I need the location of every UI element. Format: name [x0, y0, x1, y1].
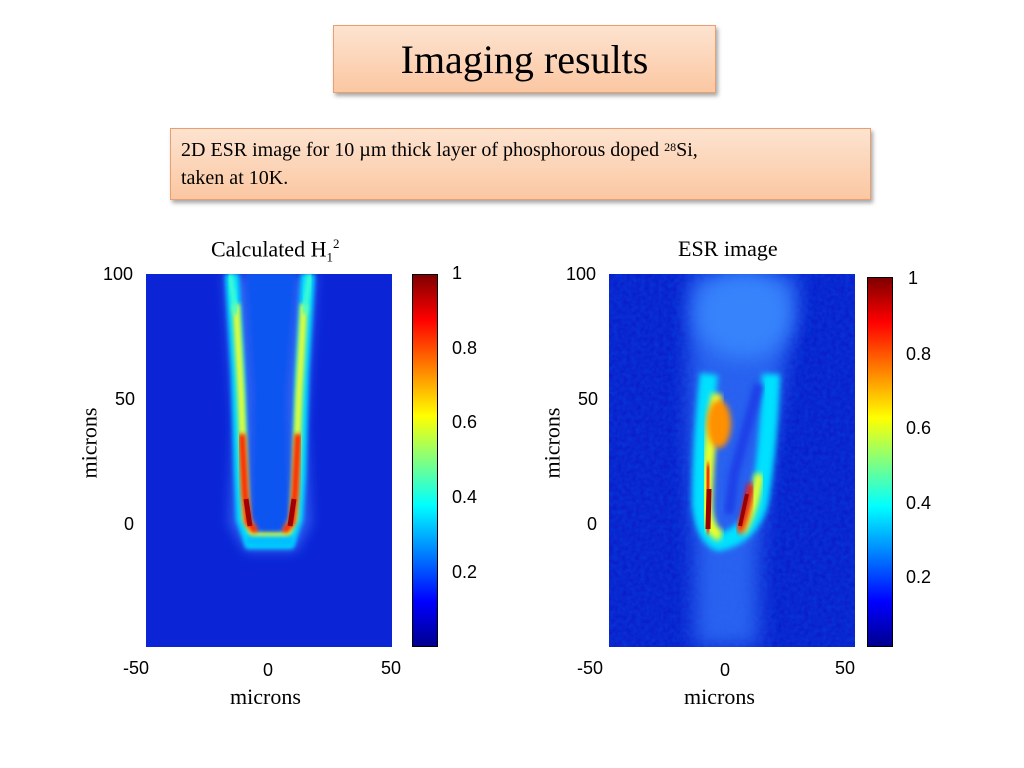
left-ytick-50: 50: [115, 389, 136, 409]
left-cbar-tick-04: 0.4: [452, 487, 478, 507]
left-title-sup: 2: [332, 236, 340, 251]
caption-tail: Si,: [676, 139, 698, 161]
left-heatmap: [146, 274, 392, 647]
left-xlabel: microns: [230, 684, 301, 709]
caption-line2: taken at 10K.: [181, 167, 289, 189]
right-panel-title: ESR image: [678, 236, 778, 261]
right-cbar-tick-08: 0.8: [906, 344, 932, 364]
caption-line1: 2D ESR image for 10 µm thick layer of ph…: [181, 139, 665, 161]
right-xtick-neg50: -50: [577, 658, 604, 678]
left-ytick-100: 100: [103, 264, 134, 284]
right-cbar-tick-02: 0.2: [906, 567, 932, 587]
right-ytick-100: 100: [566, 264, 597, 284]
left-title-main: Calculated H: [211, 236, 327, 262]
left-xtick-0: 0: [263, 660, 274, 680]
left-cbar-tick-1: 1: [452, 263, 463, 283]
caption-box: 2D ESR image for 10 µm thick layer of ph…: [170, 128, 871, 200]
right-cbar-tick-1: 1: [908, 268, 919, 288]
right-ytick-50: 50: [578, 389, 599, 409]
right-xtick-0: 0: [720, 660, 731, 680]
right-heatmap: [609, 274, 855, 647]
left-ytick-0: 0: [124, 514, 135, 534]
right-colorbar: [867, 277, 893, 647]
left-xtick-50: 50: [381, 658, 402, 678]
left-cbar-tick-08: 0.8: [452, 338, 478, 358]
slide-title: Imaging results: [333, 25, 716, 93]
right-cbar-tick-06: 0.6: [906, 418, 932, 438]
right-ylabel: microns: [539, 407, 565, 479]
caption-superscript: 28: [664, 140, 677, 154]
left-xtick-neg50: -50: [123, 658, 150, 678]
left-colorbar: [412, 274, 438, 647]
right-ytick-0: 0: [587, 514, 598, 534]
left-ylabel: microns: [76, 407, 102, 479]
right-xtick-50: 50: [835, 658, 856, 678]
right-xlabel: microns: [684, 684, 755, 709]
left-title-sub: 1: [326, 249, 333, 265]
left-cbar-tick-06: 0.6: [452, 412, 478, 432]
left-panel-title: Calculated H12: [211, 236, 339, 266]
left-cbar-tick-02: 0.2: [452, 562, 478, 582]
right-cbar-tick-04: 0.4: [906, 493, 932, 513]
